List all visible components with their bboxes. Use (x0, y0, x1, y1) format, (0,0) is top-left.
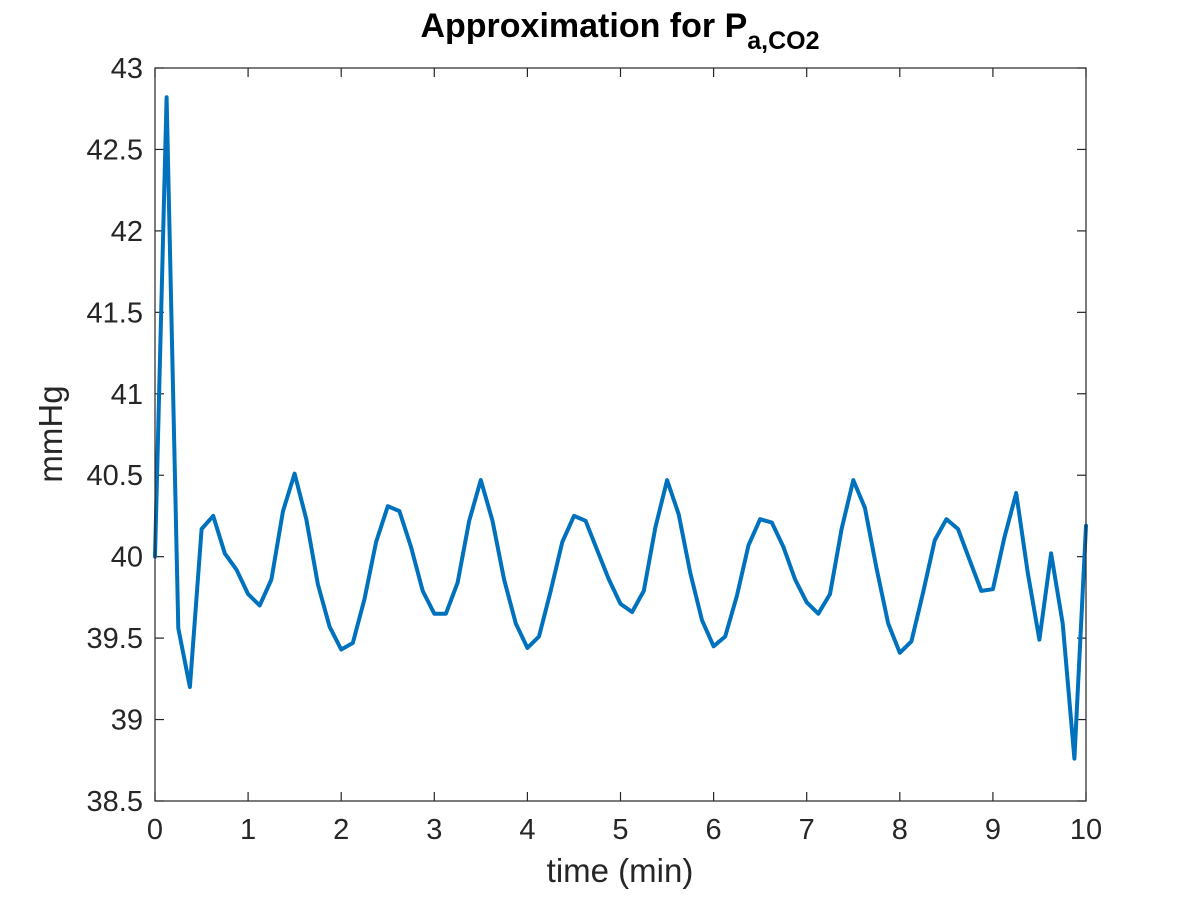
series-line (153, 95, 1088, 761)
plot-area (155, 68, 1086, 801)
y-tick-label: 41 (111, 379, 143, 411)
chart-title-main: Approximation for P (420, 7, 747, 45)
x-tick-label: 1 (240, 814, 256, 846)
x-tick-label: 7 (799, 814, 815, 846)
x-tick-label: 2 (333, 814, 349, 846)
x-tick-label: 9 (985, 814, 1001, 846)
x-tick-label: 0 (147, 814, 163, 846)
chart-title-subscript: a,CO2 (747, 27, 819, 55)
y-tick-label: 42.5 (87, 134, 143, 166)
axis-tick-labels: 0 1 2 3 4 5 6 7 8 9 10 38.5 39 39.5 40 40.5 41 41.5 42 42.5… (87, 53, 1103, 846)
x-tick-label: 3 (426, 814, 442, 846)
y-tick-label: 41.5 (87, 297, 143, 329)
y-tick-label: 38.5 (87, 786, 143, 818)
y-axis-label: mmHg (32, 385, 69, 482)
chart-title: Approximation for Pa,CO2 (420, 7, 819, 55)
x-tick-label: 6 (706, 814, 722, 846)
x-tick-label: 8 (892, 814, 908, 846)
x-tick-label: 4 (519, 814, 535, 846)
axes-box (154, 67, 1087, 802)
x-tick-label: 10 (1070, 814, 1102, 846)
y-tick-label: 39 (111, 705, 143, 737)
y-tick-label: 39.5 (87, 623, 143, 655)
y-tick-label: 40 (111, 542, 143, 574)
y-tick-label: 43 (111, 53, 143, 85)
y-tick-label: 40.5 (87, 460, 143, 492)
x-axis-label: time (min) (547, 852, 694, 889)
x-tick-label: 5 (612, 814, 628, 846)
y-tick-label: 42 (111, 216, 143, 248)
